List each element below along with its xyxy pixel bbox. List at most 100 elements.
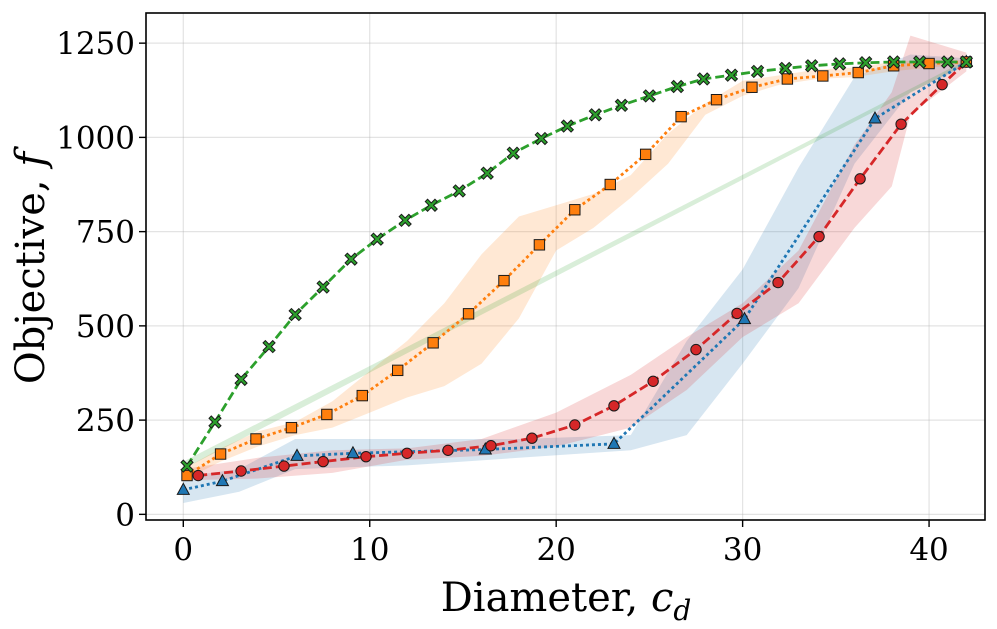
marker-red [690,343,702,356]
marker-green [344,252,358,266]
marker-blue [215,473,230,487]
marker-green [262,339,276,354]
marker-green [588,108,603,122]
marker-red [442,444,454,456]
marker-blue [346,445,360,459]
marker-orange [462,308,475,320]
marker-orange [214,448,227,460]
marker-green [614,98,629,113]
marker-green [452,184,466,198]
marker-red [772,276,784,289]
marker-green [288,307,302,322]
marker-green [534,131,548,146]
marker-orange [181,469,193,482]
marker-red [526,432,538,444]
marker-green [234,372,248,387]
marker-red [485,440,497,452]
x-axis-label: Diameter, cd [441,575,692,627]
marker-orange [285,421,298,434]
marker-green [208,415,222,429]
x-tick-label: 20 [536,532,575,568]
marker-green [941,55,955,69]
x-axis-label-text: Diameter, [441,575,651,621]
marker-orange [321,408,333,421]
marker-orange [250,433,262,445]
marker-blue [290,448,304,461]
marker-orange [781,73,794,85]
marker-red [317,455,329,468]
marker-red [360,450,372,463]
marker-red [936,78,948,91]
marker-blue [868,111,882,124]
marker-red [278,460,290,472]
marker-green [778,61,793,76]
confidence-bands [183,35,967,504]
marker-red [731,307,743,320]
marker-orange [498,274,510,287]
marker-orange [604,178,616,191]
marker-red [569,419,581,431]
marker-orange [710,93,723,106]
marker-green [506,146,521,160]
marker-green [480,166,494,180]
marker-red [813,230,825,243]
marker-green [316,280,330,294]
marker-orange [569,204,581,216]
marker-orange [746,81,758,93]
marker-red [895,118,907,130]
marker-green [886,55,901,69]
y-tick-label: 1250 [56,26,135,62]
marker-red [647,375,659,387]
band-blue [183,54,967,504]
y-tick-labels: 0 250 500 750 1000 1250 [56,26,135,533]
y-axis-label: Objective, f [8,146,54,384]
marker-green [398,213,412,228]
line-green [185,60,967,467]
marker-green [832,57,847,71]
marker-green [370,232,384,246]
marker-orange [852,66,864,79]
y-tick-label: 500 [76,309,135,345]
band-green [183,60,967,470]
band-orange [183,60,967,481]
line-red [198,60,968,477]
marker-orange [392,364,404,377]
series-markers [176,54,974,495]
plot-frame [145,12,986,521]
marker-red [401,447,413,459]
y-axis-label-text: Objective, [8,167,54,384]
marker-blue [607,436,621,449]
marker-red [608,400,620,412]
marker-green [180,459,194,473]
marker-orange [675,110,687,123]
marker-orange [639,148,652,161]
marker-orange [533,239,546,251]
x-tick-label: 0 [173,532,193,568]
grid-lines [146,13,985,520]
band-red [183,35,967,481]
marker-green [724,68,739,82]
x-tick-labels: 0 10 20 30 40 [173,532,948,568]
marker-green [670,79,685,94]
marker-green [750,64,765,79]
marker-green [696,72,711,86]
y-axis-label-symbol: f [8,146,54,170]
marker-green [642,89,657,103]
marker-green [560,119,575,133]
marker-green [804,59,819,73]
x-tick-label: 30 [723,532,762,568]
y-tick-label: 1000 [56,120,135,156]
marker-orange [356,389,368,402]
marker-green [424,198,438,212]
marker-orange [427,337,439,349]
marker-blue [737,311,752,325]
y-tick-label: 750 [76,215,135,251]
y-tick-label: 250 [76,403,135,439]
x-axis-label-subscript: d [673,594,691,627]
marker-red [192,469,204,482]
marker-blue [176,482,191,495]
marker-orange [923,57,935,70]
x-tick-label: 40 [909,532,948,568]
marker-green [959,55,974,69]
